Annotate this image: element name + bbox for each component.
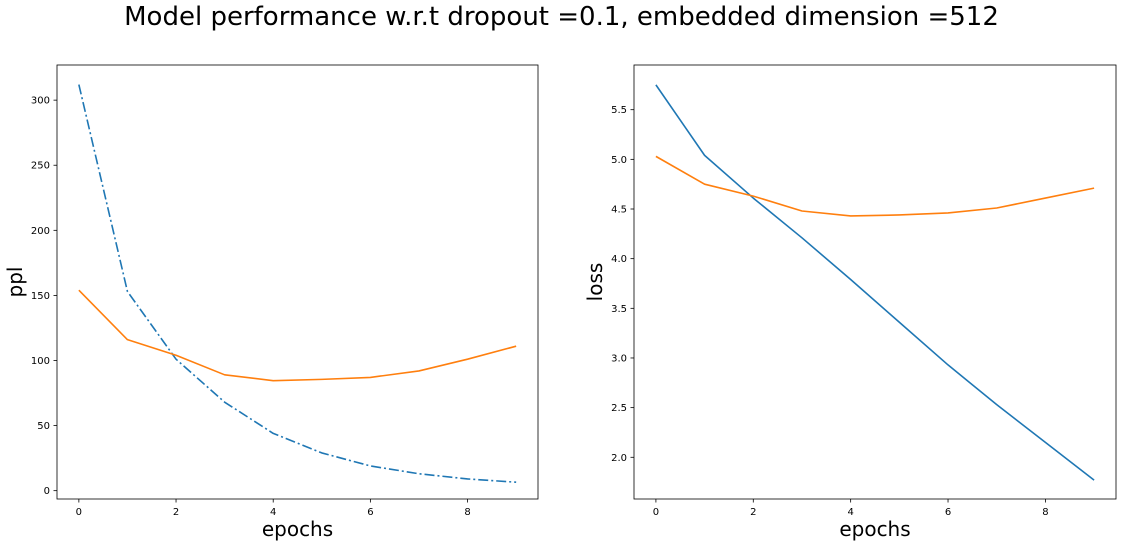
x-tick-label: 0 [653,507,659,518]
x-tick-label: 2 [750,507,756,518]
x-tick-label: 8 [1042,507,1048,518]
y-tick-label: 3.5 [611,304,627,315]
y-tick-label: 0 [44,486,50,497]
plot-area-frame [56,64,539,500]
y-tick-label: 150 [31,291,50,302]
x-tick-label: 6 [945,507,951,518]
x-axis-label: epochs [262,517,333,541]
x-tick-label: 4 [270,507,276,518]
y-axis-label: ppl [3,267,27,298]
y-tick-label: 100 [31,356,50,367]
plot-area-frame [633,64,1117,500]
x-tick-label: 6 [367,507,373,518]
y-tick-label: 3.0 [611,353,627,364]
figure-title: Model performance w.r.t dropout =0.1, em… [124,2,999,32]
series-line-1 [655,84,1095,481]
y-tick-label: 4.5 [611,205,627,216]
y-tick-label: 2.0 [611,453,627,464]
x-tick-label: 8 [464,507,470,518]
y-tick-label: 5.5 [611,105,627,116]
y-tick-label: 200 [31,226,50,237]
series-line-2 [78,289,517,382]
y-tick-label: 4.0 [611,254,627,265]
y-tick-label: 50 [37,421,50,432]
y-tick-label: 5.0 [611,155,627,166]
y-tick-label: 300 [31,96,50,107]
y-axis-label: loss [583,263,607,302]
x-axis-label: epochs [839,517,910,541]
x-tick-label: 4 [847,507,853,518]
y-tick-label: 250 [31,161,50,172]
series-line-1 [78,84,517,484]
x-tick-label: 0 [76,507,82,518]
y-tick-label: 2.5 [611,403,627,414]
series-line-2 [655,155,1095,217]
x-tick-label: 2 [173,507,179,518]
